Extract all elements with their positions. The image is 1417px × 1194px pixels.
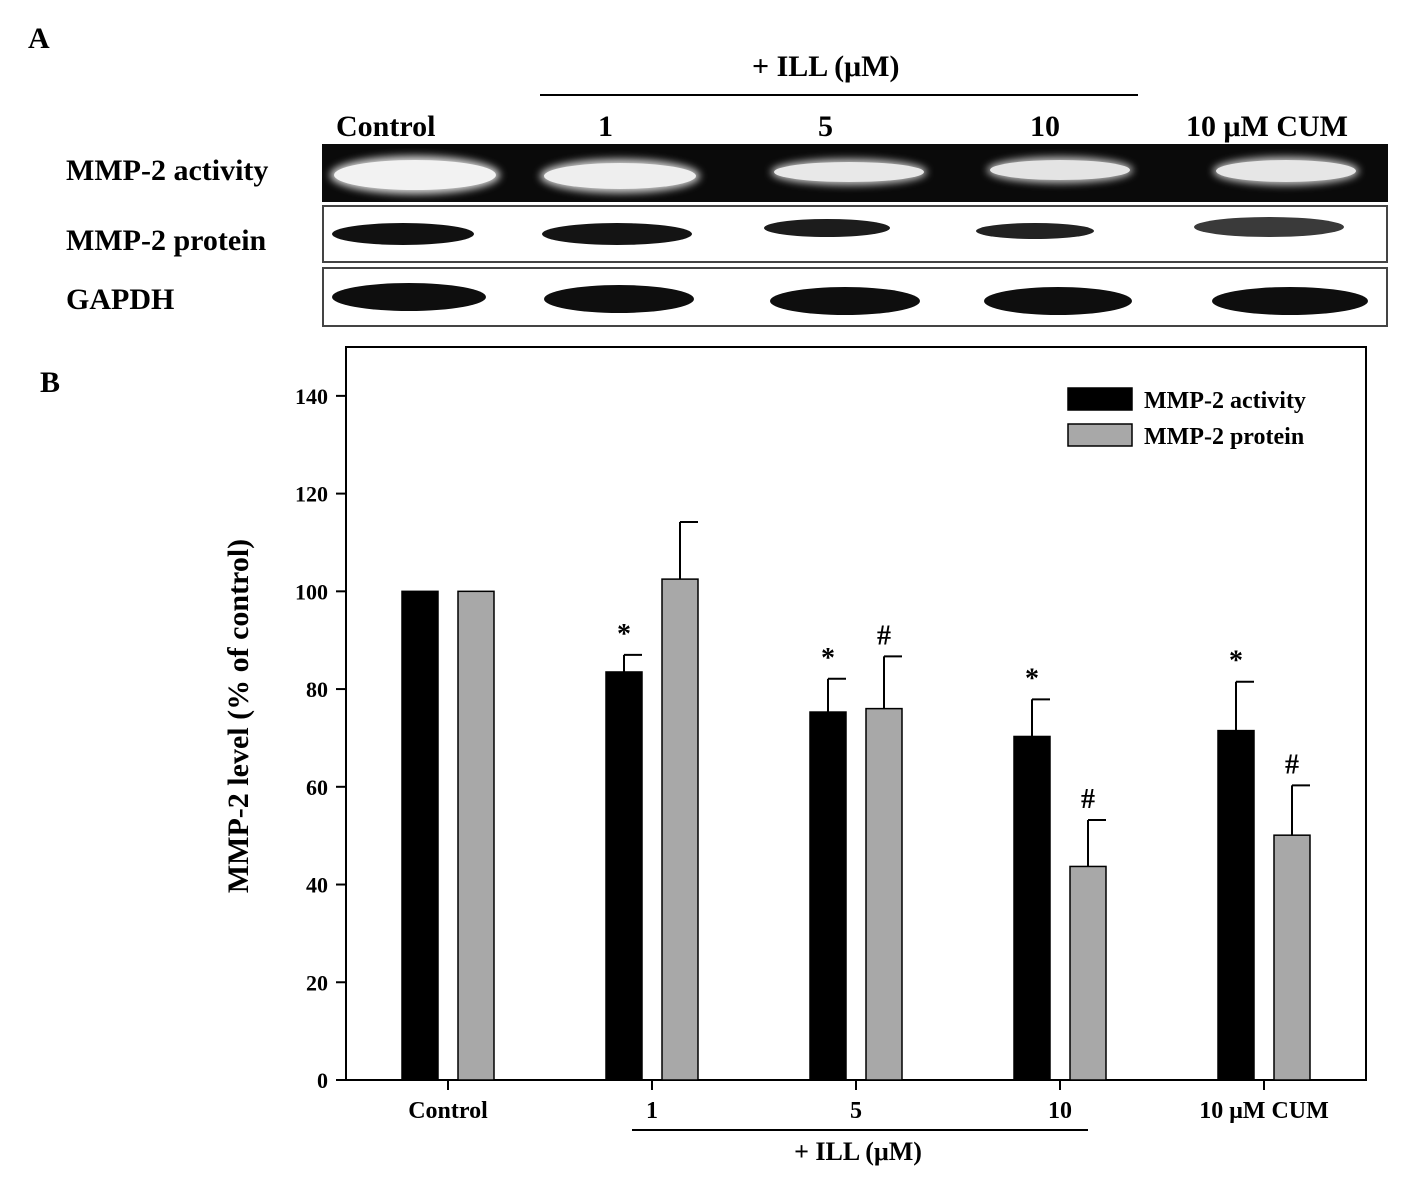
y-tick-label: 60 [306,775,328,800]
western-band [1194,217,1344,237]
zymogram-band [774,162,924,182]
significance-mark: # [1285,749,1299,780]
row-label-mmp2-protein: MMP-2 protein [66,224,267,257]
western-band [984,287,1132,315]
western-band [1212,287,1368,315]
bar [605,671,643,1081]
y-tick-label: 20 [306,970,328,995]
panel-b-label: B [40,366,61,399]
x-tick-label: 10 μM CUM [1199,1098,1329,1124]
y-tick-label: 40 [306,873,328,898]
bar [1217,729,1255,1081]
bar [865,707,903,1081]
mmp2-protein-blot [322,205,1388,263]
x-tick-label: 1 [646,1098,658,1124]
bar [401,590,439,1081]
significance-mark: # [1081,784,1095,815]
x-tick-label: 5 [850,1098,862,1124]
significance-mark: * [617,619,631,650]
bar [661,578,699,1081]
significance-mark: * [1229,646,1243,677]
bar [1069,865,1107,1081]
bar [457,590,495,1081]
bar [809,711,847,1081]
legend-swatch [1067,423,1133,447]
legend-label: MMP-2 activity [1144,388,1306,414]
zymogram-band [1216,160,1356,182]
row-label-mmp2-activity: MMP-2 activity [66,154,269,187]
y-tick-label: 140 [295,384,328,409]
y-tick-label: 100 [295,579,328,604]
zymogram-blot [322,144,1388,202]
western-band [770,287,920,315]
row-label-gapdh: GAPDH [66,283,175,316]
treatment-bracket-line [540,94,1138,96]
treatment-header: + ILL (μM) [752,50,900,83]
lane-label-10: 10 [1030,110,1060,143]
lane-label-cum: 10 μM CUM [1186,110,1348,143]
zymogram-band [990,160,1130,180]
bar [1013,735,1051,1081]
gapdh-blot [322,267,1388,327]
group-label: + ILL (μM) [794,1137,922,1166]
y-tick-label: 120 [295,482,328,507]
y-tick-label: 0 [317,1068,328,1093]
significance-mark: * [821,643,835,674]
western-band [332,223,474,245]
x-tick-label: 10 [1048,1098,1072,1124]
western-band [542,223,692,245]
lane-label-5: 5 [818,110,833,143]
western-band [332,283,486,311]
western-band [544,285,694,313]
significance-mark: * [1025,663,1039,694]
y-axis-label: MMP-2 level (% of control) [222,539,255,893]
lane-label-1: 1 [598,110,613,143]
legend-swatch [1067,387,1133,411]
y-tick-label: 80 [306,677,328,702]
bar [1273,834,1311,1081]
legend-label: MMP-2 protein [1144,424,1304,450]
zymogram-band [334,160,496,190]
x-tick-label: Control [408,1098,488,1124]
lane-label-control: Control [336,110,436,143]
western-band [764,219,890,237]
significance-mark: # [877,620,891,651]
zymogram-band [544,163,696,189]
panel-a-label: A [28,22,50,55]
plot-frame [345,346,1367,1081]
western-band [976,223,1094,239]
